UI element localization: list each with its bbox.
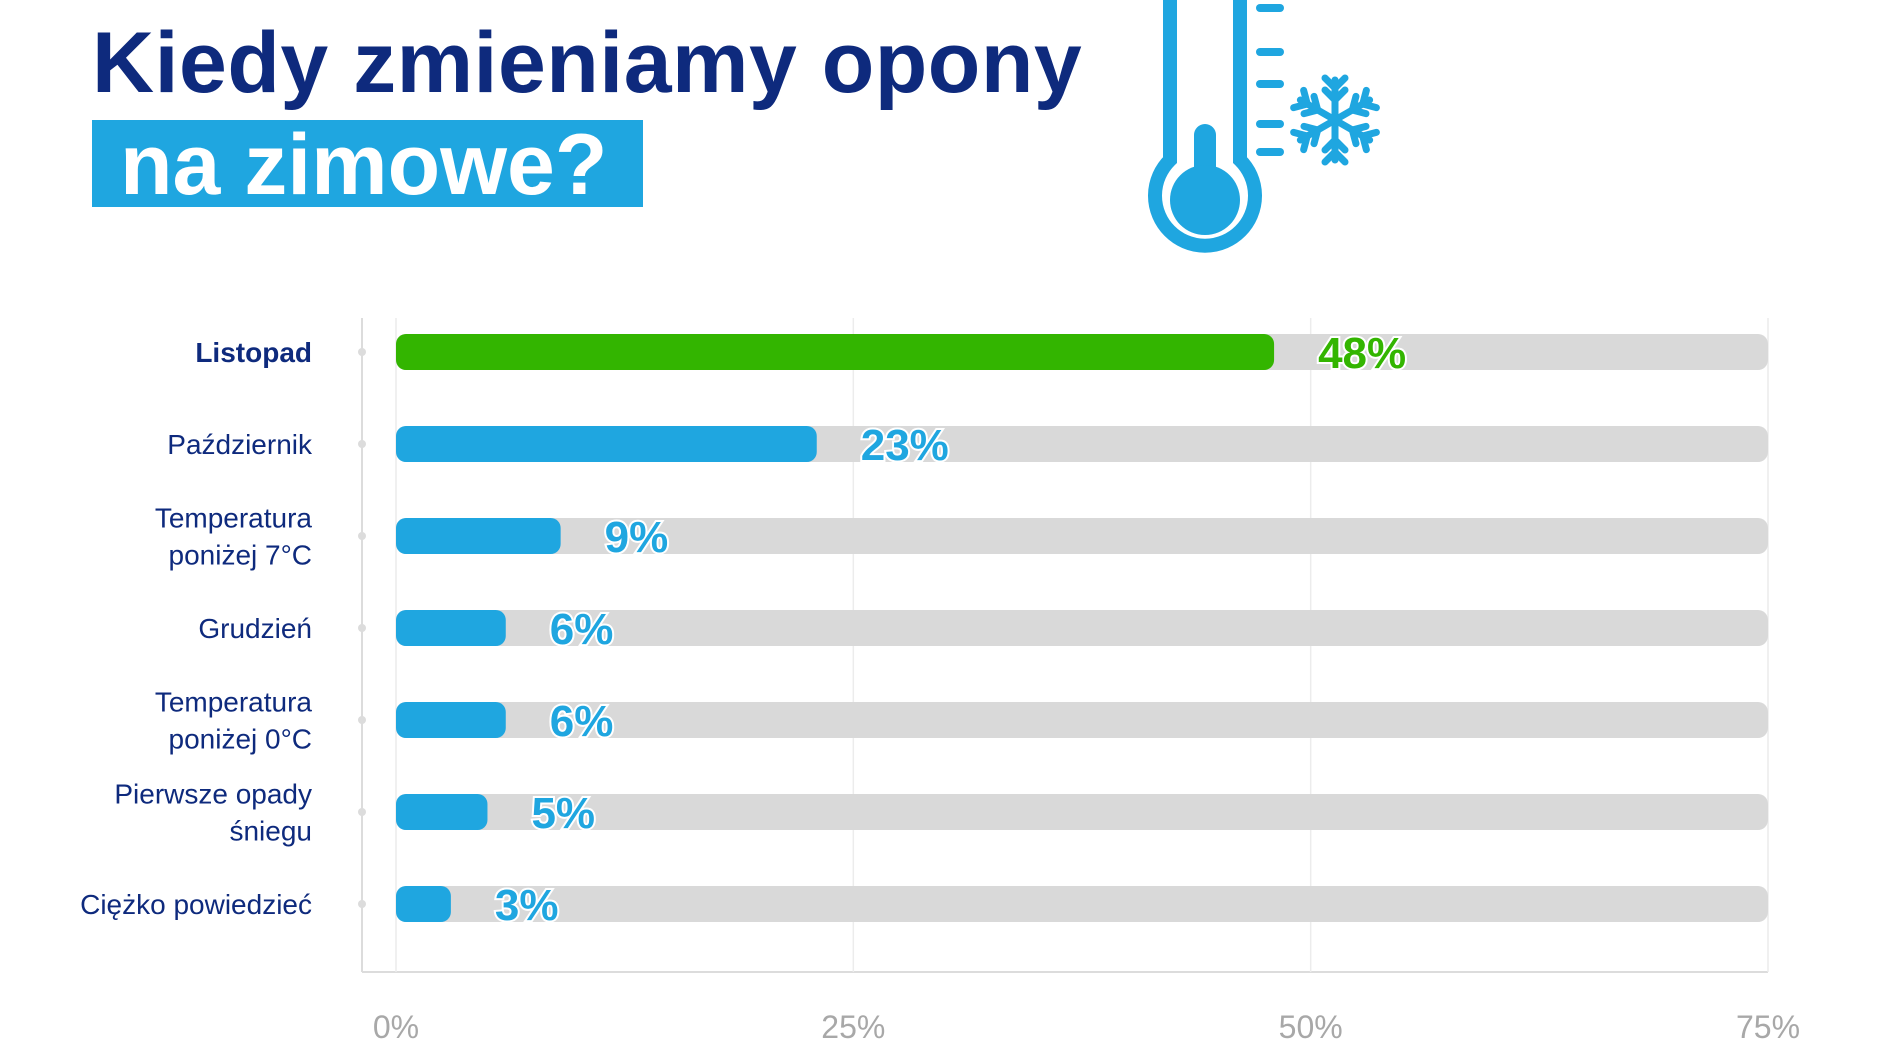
title-highlight-box (92, 120, 643, 207)
bars: 48% 23% 9% 6% 6% 5% 3% (396, 327, 1768, 932)
category-label: Grudzień (198, 613, 312, 644)
bar-track (396, 886, 1768, 922)
bar-track (396, 518, 1768, 554)
data-label: 5% (531, 789, 595, 838)
data-label: 6% (550, 697, 614, 746)
bar (396, 334, 1275, 370)
bar-track (396, 702, 1768, 738)
axis-dot (358, 348, 366, 356)
x-tick-label: 25% (821, 1009, 885, 1045)
thermometer-icon (1148, 0, 1380, 253)
bar (396, 794, 488, 830)
category-label: Temperatura poniżej 7°C (155, 503, 313, 571)
x-tick-label: 75% (1736, 1009, 1800, 1045)
data-label: 9% (605, 513, 669, 562)
axis-dot (358, 716, 366, 724)
bar (396, 702, 506, 738)
axis-dot (358, 808, 366, 816)
x-tick-label: 50% (1279, 1009, 1343, 1045)
data-label: 23% (861, 421, 949, 470)
title-line-1: Kiedy zmieniamy opony (92, 15, 1083, 111)
category-label: Ciężko powiedzieć (80, 889, 312, 920)
data-label: 48% (1318, 329, 1406, 378)
data-label: 3% (495, 881, 559, 930)
x-axis-ticks: 0% 25% 50% 75% (373, 1009, 1800, 1045)
bar-track (396, 610, 1768, 646)
category-labels: Listopad Październik Temperatura poniżej 7°… (80, 337, 313, 920)
bar (396, 610, 506, 646)
bar-track (396, 794, 1768, 830)
category-label: Październik (167, 429, 313, 460)
category-label: Listopad (195, 337, 312, 368)
bar (396, 426, 817, 462)
x-tick-label: 0% (373, 1009, 419, 1045)
bar (396, 518, 561, 554)
category-label: Temperatura poniżej 0°C (155, 687, 313, 755)
axis-dot (358, 532, 366, 540)
category-label: Pierwsze opady śniegu (114, 779, 312, 847)
title-line-2: na zimowe? (120, 117, 608, 213)
snowflake-icon (1294, 74, 1377, 162)
axis-dot (358, 900, 366, 908)
data-label: 6% (550, 605, 614, 654)
bar (396, 886, 451, 922)
axis-dot (358, 440, 366, 448)
axis-dot (358, 624, 366, 632)
